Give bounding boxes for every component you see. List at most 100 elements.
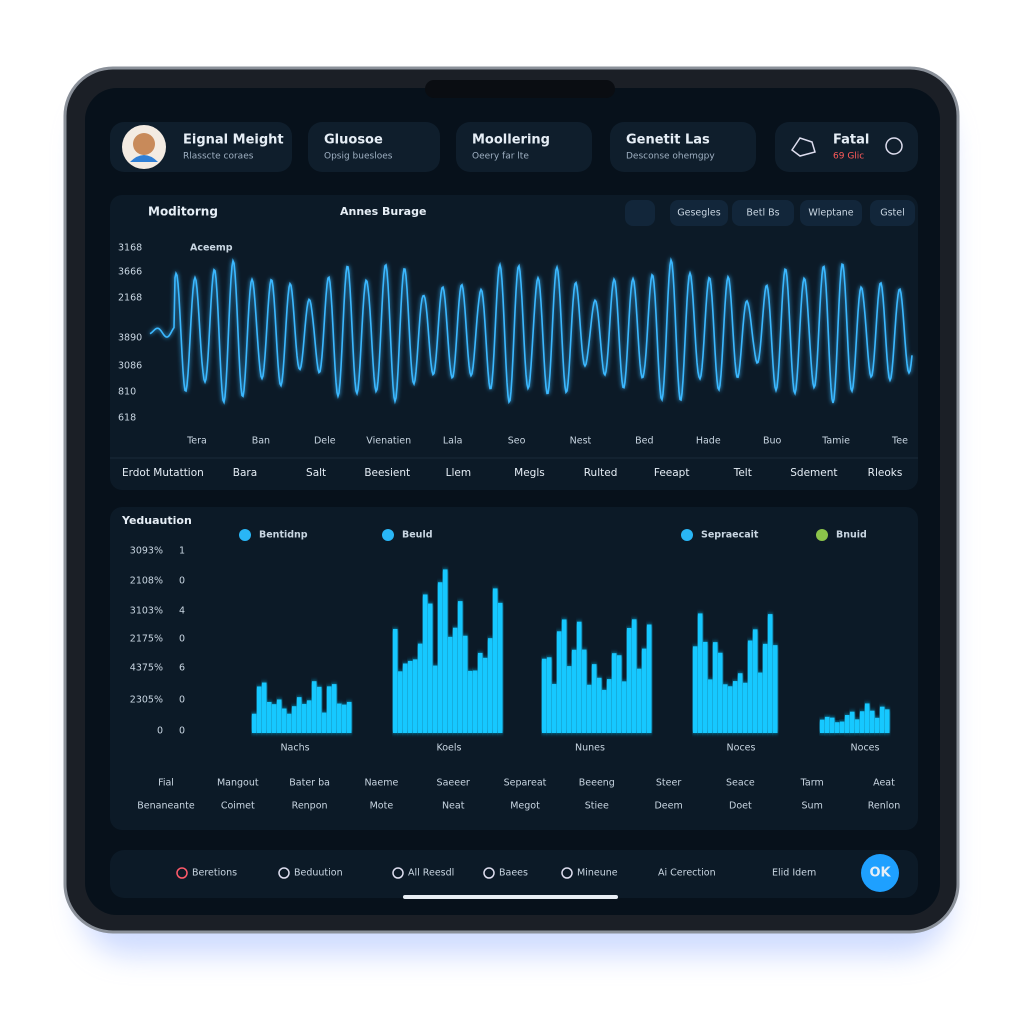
ok-button-label[interactable]: OK <box>869 866 891 881</box>
bar <box>317 686 322 733</box>
metric-label[interactable]: Megls <box>514 467 545 479</box>
bar <box>292 706 297 733</box>
x-axis-label: Buo <box>763 436 782 447</box>
tab-label[interactable]: Gstel <box>880 208 905 219</box>
bar <box>272 704 277 733</box>
nav-icon <box>278 867 290 879</box>
metric-label[interactable]: Erdot Mutattion <box>122 467 204 479</box>
bar <box>408 660 413 733</box>
table-cell: Separeat <box>504 778 547 789</box>
card-subtitle: 69 Glic <box>833 152 864 162</box>
bar <box>753 629 758 733</box>
bar <box>758 672 763 733</box>
nav-item[interactable]: Mineune <box>577 868 618 879</box>
card-subtitle: Opsig buesloes <box>324 152 393 162</box>
bar <box>473 670 478 733</box>
tab[interactable] <box>670 200 728 226</box>
bar <box>337 703 342 733</box>
x-axis-label: Nachs <box>280 743 309 754</box>
x-axis-label: Seo <box>508 436 526 447</box>
nav-item[interactable]: Beretions <box>192 868 237 879</box>
bar <box>592 664 597 733</box>
legend-dot <box>816 529 828 541</box>
y-axis-label: 2175% <box>130 634 163 645</box>
y-axis-label: 810 <box>118 387 136 398</box>
bar <box>728 686 733 733</box>
metric-label[interactable]: Feeapt <box>654 467 690 479</box>
bar <box>483 657 488 733</box>
nav-item[interactable]: Baees <box>499 868 528 879</box>
legend-label[interactable]: Sepraecait <box>701 530 759 541</box>
bar <box>763 643 768 733</box>
tab-label[interactable]: Betl Bs <box>746 208 779 219</box>
ok-button[interactable] <box>861 854 899 892</box>
y-axis-label: 3086 <box>118 361 142 372</box>
card-subtitle: Rlasscte coraes <box>183 152 254 162</box>
card-title: Eignal Meight <box>183 133 284 148</box>
bar <box>252 713 257 733</box>
tab-icon[interactable] <box>625 200 655 226</box>
bar <box>418 643 423 733</box>
bar <box>262 682 267 733</box>
tab-label[interactable]: Wleptane <box>808 208 853 219</box>
bar <box>602 689 607 733</box>
bar <box>347 701 352 733</box>
tab[interactable] <box>800 200 862 226</box>
metric-label[interactable]: Llem <box>446 467 471 479</box>
y-axis-label: 0 <box>179 576 185 587</box>
metric-label[interactable]: Sdement <box>790 467 837 479</box>
tab[interactable] <box>732 200 794 226</box>
table-cell: Steer <box>656 778 681 789</box>
bar <box>733 681 738 733</box>
nav-item[interactable]: All Reesdl <box>408 868 454 879</box>
y-axis-label: 618 <box>118 413 136 424</box>
header-card[interactable] <box>456 122 592 172</box>
card-title: Genetit Las <box>626 133 710 148</box>
legend-label[interactable]: Beuld <box>402 530 433 541</box>
legend-label[interactable]: Bentidnp <box>259 530 308 541</box>
bar <box>723 684 728 733</box>
bar <box>287 713 292 733</box>
nav-item[interactable]: Beduution <box>294 868 343 879</box>
bar <box>332 684 337 733</box>
bar <box>493 588 498 733</box>
y-axis-label: 0 <box>179 634 185 645</box>
header-card[interactable] <box>308 122 440 172</box>
bar <box>453 627 458 733</box>
bar <box>488 638 493 733</box>
bar <box>327 686 332 733</box>
notch <box>425 80 615 98</box>
tab[interactable] <box>870 200 915 226</box>
legend-dot <box>382 529 394 541</box>
bar <box>587 684 592 733</box>
x-axis-label: Noces <box>727 743 756 754</box>
nav-item[interactable]: Ai Cerection <box>658 868 716 879</box>
nav-icon <box>561 867 573 879</box>
metric-label[interactable]: Salt <box>306 467 326 479</box>
metric-label[interactable]: Bara <box>233 467 257 479</box>
bar <box>713 642 718 733</box>
bar <box>693 646 698 733</box>
header-card[interactable] <box>775 122 918 172</box>
metric-label[interactable]: Beesient <box>364 467 410 479</box>
x-axis-label: Ban <box>252 436 270 447</box>
legend-label[interactable]: Bnuid <box>836 530 867 541</box>
bar <box>703 641 708 733</box>
bar <box>577 621 582 733</box>
x-axis-label: Lala <box>443 436 463 447</box>
metric-label[interactable]: Rulted <box>584 467 618 479</box>
bar <box>297 697 302 733</box>
table-cell: Aeat <box>873 778 895 789</box>
y-axis-label: 3103% <box>130 606 163 617</box>
x-axis-label: Nunes <box>575 743 605 754</box>
table-cell: Seace <box>726 778 755 789</box>
bar <box>542 658 547 733</box>
tab-label[interactable]: Gesegles <box>677 208 721 219</box>
nav-item[interactable]: Elid Idem <box>772 868 816 879</box>
header-card[interactable] <box>610 122 756 172</box>
clock-icon <box>885 137 903 155</box>
metric-label[interactable]: Rleoks <box>868 467 903 479</box>
metric-label[interactable]: Telt <box>733 467 752 479</box>
table-cell: Naeme <box>364 778 398 789</box>
bar <box>428 603 433 733</box>
